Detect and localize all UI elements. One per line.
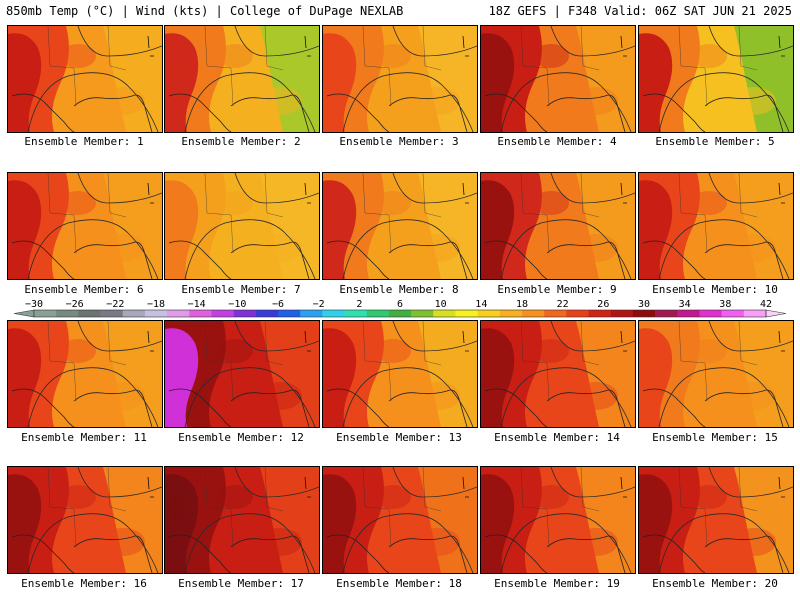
temperature-colorbar: −30 −26 −22 −18 −14 −10 −6 −2 2 6 10 14 18 22 26 30 34 38…	[0, 298, 800, 320]
colorbar-swatch	[699, 310, 722, 317]
ensemble-member-label: Ensemble Member: 6	[24, 283, 144, 296]
colorbar-tick-label: −26	[66, 299, 84, 310]
colorbar-swatch	[455, 310, 478, 317]
colorbar-tick-label: −14	[188, 299, 206, 310]
ensemble-map-11	[7, 320, 163, 428]
ensemble-member-label: Ensemble Member: 10	[652, 283, 778, 296]
colorbar-swatch	[588, 310, 612, 317]
colorbar-swatch	[300, 310, 323, 317]
colorbar-tick-label: 34	[679, 299, 691, 310]
ensemble-member-label: Ensemble Member: 3	[339, 135, 459, 148]
colorbar-swatch	[56, 310, 79, 317]
colorbar-swatch	[100, 310, 124, 317]
ensemble-map-13	[322, 320, 478, 428]
ensemble-map-6	[7, 172, 163, 280]
colorbar-tick-label: 18	[516, 299, 528, 310]
ensemble-member-label: Ensemble Member: 9	[497, 283, 617, 296]
colorbar-right-arrow	[765, 309, 787, 318]
colorbar-tick-label: 14	[475, 299, 487, 310]
colorbar-swatch	[366, 310, 390, 317]
ensemble-map-4	[480, 25, 636, 133]
ensemble-member-label: Ensemble Member: 8	[339, 283, 459, 296]
ensemble-map-3	[322, 25, 478, 133]
colorbar-swatch	[144, 310, 168, 317]
colorbar-tick-label: 6	[397, 299, 403, 310]
run-valid-time: 18Z GEFS | F348 Valid: 06Z SAT JUN 21 20…	[488, 4, 792, 18]
ensemble-member-label: Ensemble Member: 19	[494, 577, 620, 590]
colorbar-swatch	[566, 310, 589, 317]
colorbar-tick-label: 10	[435, 299, 447, 310]
colorbar-swatch	[255, 310, 279, 317]
colorbar-swatch	[78, 310, 101, 317]
ensemble-member-label: Ensemble Member: 1	[24, 135, 144, 148]
colorbar-swatch	[522, 310, 545, 317]
colorbar-swatch	[189, 310, 212, 317]
colorbar-tick-label: 22	[557, 299, 569, 310]
ensemble-member-label: Ensemble Member: 18	[336, 577, 462, 590]
ensemble-member-label: Ensemble Member: 4	[497, 135, 617, 148]
ensemble-member-label: Ensemble Member: 15	[652, 431, 778, 444]
colorbar-tick-label: 30	[638, 299, 650, 310]
colorbar-swatch	[344, 310, 368, 317]
colorbar-swatch	[499, 310, 523, 317]
ensemble-map-2	[164, 25, 320, 133]
ensemble-member-label: Ensemble Member: 5	[655, 135, 775, 148]
ensemble-member-label: Ensemble Member: 17	[178, 577, 304, 590]
ensemble-member-label: Ensemble Member: 12	[178, 431, 304, 444]
colorbar-swatch	[544, 310, 567, 317]
ensemble-map-15	[638, 320, 794, 428]
ensemble-member-label: Ensemble Member: 7	[181, 283, 301, 296]
ensemble-map-10	[638, 172, 794, 280]
colorbar-swatch	[278, 310, 301, 317]
ensemble-map-16	[7, 466, 163, 574]
colorbar-tick-label: 42	[760, 299, 772, 310]
ensemble-map-12	[164, 320, 320, 428]
ensemble-member-label: Ensemble Member: 13	[336, 431, 462, 444]
colorbar-tick-label: −22	[106, 299, 124, 310]
ensemble-member-label: Ensemble Member: 20	[652, 577, 778, 590]
ensemble-map-5	[638, 25, 794, 133]
ensemble-map-19	[480, 466, 636, 574]
colorbar-left-arrow	[13, 309, 35, 318]
ensemble-map-14	[480, 320, 636, 428]
ensemble-member-label: Ensemble Member: 14	[494, 431, 620, 444]
ensemble-map-20	[638, 466, 794, 574]
colorbar-swatch	[211, 310, 234, 317]
colorbar-swatch	[388, 310, 412, 317]
colorbar-tick-label: −6	[272, 299, 284, 310]
colorbar-swatch	[743, 310, 767, 317]
map-title: 850mb Temp (°C) | Wind (kts) | College o…	[6, 4, 404, 18]
colorbar-tick-label: 38	[719, 299, 731, 310]
colorbar-swatch	[721, 310, 745, 317]
colorbar-swatch	[34, 310, 57, 317]
ensemble-member-label: Ensemble Member: 16	[21, 577, 147, 590]
colorbar-swatch	[411, 310, 434, 317]
colorbar-swatch	[655, 310, 678, 317]
colorbar-swatch	[677, 310, 700, 317]
colorbar-tick-label: −10	[228, 299, 246, 310]
colorbar-swatch	[610, 310, 634, 317]
ensemble-map-8	[322, 172, 478, 280]
colorbar-tick-label: −18	[147, 299, 165, 310]
colorbar-swatch	[632, 310, 656, 317]
colorbar-tick-label: 2	[356, 299, 362, 310]
colorbar-swatch	[433, 310, 456, 317]
ensemble-member-label: Ensemble Member: 11	[21, 431, 147, 444]
ensemble-map-1	[7, 25, 163, 133]
colorbar-tick-label: −2	[313, 299, 325, 310]
ensemble-map-9	[480, 172, 636, 280]
colorbar-tick-label: −30	[25, 299, 43, 310]
ensemble-map-7	[164, 172, 320, 280]
ensemble-map-18	[322, 466, 478, 574]
colorbar-swatch	[477, 310, 501, 317]
colorbar-swatch	[322, 310, 345, 317]
colorbar-tick-label: 26	[597, 299, 609, 310]
ensemble-map-17	[164, 466, 320, 574]
colorbar-swatch	[167, 310, 190, 317]
colorbar-swatch	[233, 310, 257, 317]
ensemble-member-label: Ensemble Member: 2	[181, 135, 301, 148]
colorbar-swatch	[122, 310, 146, 317]
